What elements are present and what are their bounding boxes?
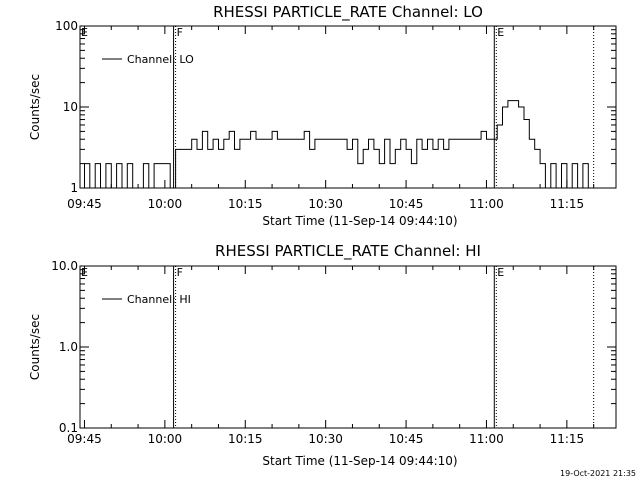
timestamp: 19-Oct-2021 21:35 — [560, 469, 636, 478]
x-tick-label: 11:15 — [550, 197, 585, 211]
plot-frame — [79, 265, 617, 429]
legend-entry: Channel: LO — [127, 53, 194, 66]
x-tick-label: 10:00 — [148, 197, 183, 211]
x-tick-label: 10:00 — [148, 432, 183, 446]
y-axis-label: Counts/sec — [28, 314, 42, 380]
x-tick-label: 09:45 — [67, 197, 102, 211]
x-tick-label: 10:30 — [308, 197, 343, 211]
x-tick-label: 10:15 — [228, 432, 263, 446]
time-marker-label: E — [81, 266, 88, 279]
time-marker-label: F — [177, 266, 183, 279]
time-marker-label: E — [81, 26, 88, 39]
y-axis-label: Counts/sec — [28, 74, 42, 140]
x-tick-label: 11:00 — [469, 197, 504, 211]
legend-entry: Channel: HI — [127, 293, 191, 306]
x-tick-label: 10:30 — [308, 432, 343, 446]
chart-panel-1: RHESSI PARTICLE_RATE Channel: HI Counts/s… — [28, 242, 617, 468]
time-marker-label: E — [497, 266, 504, 279]
x-tick-label: 09:45 — [67, 432, 102, 446]
x-tick-label: 10:45 — [389, 432, 424, 446]
chart-panel-0: RHESSI PARTICLE_RATE Channel: LO Counts/s… — [28, 3, 617, 228]
y-tick-label: 0.1 — [59, 421, 78, 435]
chart-title: RHESSI PARTICLE_RATE Channel: HI — [215, 242, 481, 261]
y-tick-label: 100 — [55, 19, 78, 33]
y-tick-label: 10 — [63, 100, 78, 114]
x-tick-label: 11:00 — [469, 432, 504, 446]
y-tick-label: 1.0 — [59, 340, 78, 354]
x-axis-label: Start Time (11-Sep-14 09:44:10) — [262, 214, 457, 228]
x-tick-label: 11:15 — [550, 432, 585, 446]
time-marker-label: F — [177, 26, 183, 39]
y-tick-label: 10.0 — [51, 259, 78, 273]
time-marker-label: E — [497, 26, 504, 39]
x-tick-label: 10:15 — [228, 197, 263, 211]
x-axis-label: Start Time (11-Sep-14 09:44:10) — [262, 454, 457, 468]
x-tick-label: 10:45 — [389, 197, 424, 211]
y-tick-label: 1 — [70, 181, 78, 195]
chart-title: RHESSI PARTICLE_RATE Channel: LO — [213, 3, 483, 22]
series-line-0 — [80, 100, 605, 189]
